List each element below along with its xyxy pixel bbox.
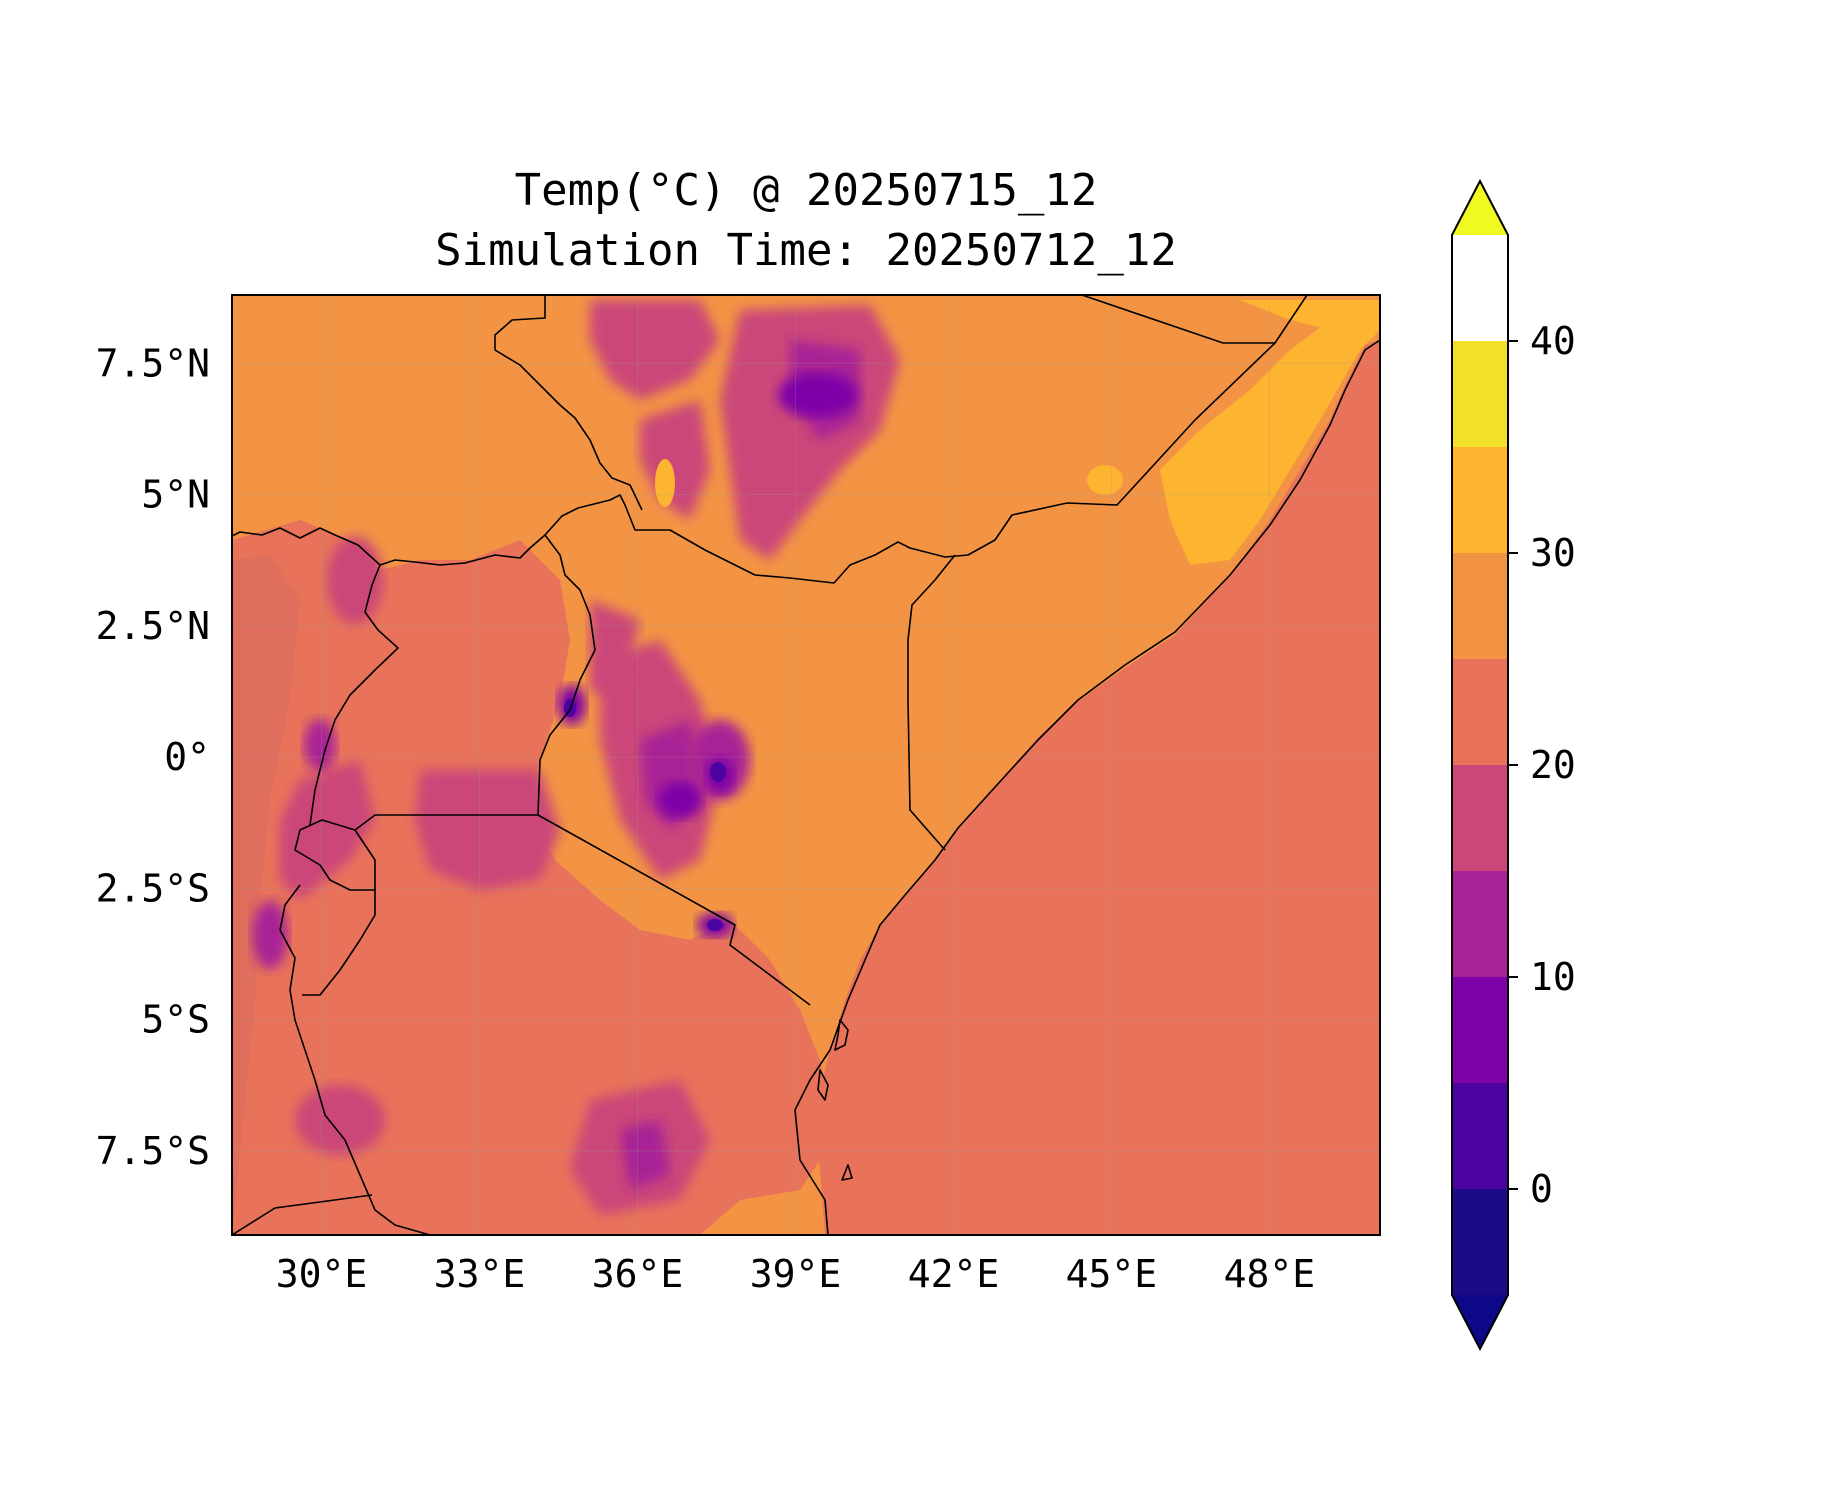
colorbar-tick-label: 40 [1530,319,1576,363]
x-tick-label: 36°E [592,1252,684,1296]
coastline [794,339,1380,1235]
hot-coastal-region [1160,300,1380,565]
y-tick-label: 2.5°S [96,866,210,910]
y-tick-label: 0° [164,735,210,779]
border-somalia-ethiopia [1081,295,1308,344]
temperature-colorbar: 0 10 20 30 40 [1451,178,1576,1352]
hot-patch-kenya [655,459,675,507]
x-tick-label: 39°E [750,1252,842,1296]
colorbar-segment [1452,871,1508,977]
border-uganda-tanzania [354,814,538,831]
hot-patch-somalia [1087,465,1123,495]
map-frame [231,294,1381,1236]
border-burundi-tanzania [302,890,376,996]
colorbar-segment [1452,1189,1508,1295]
border-kenya-tanzania [537,814,811,1006]
map-panel: 30°E 33°E 36°E 39°E 42°E 45°E 48°E 7.5°N 5°N 2.5… [96,294,1381,1296]
colorbar-segment [1452,659,1508,765]
border-zambia [232,1194,373,1235]
map-gridlines [232,295,1380,1235]
border-kenya-somalia [907,554,956,851]
colorbar-tick-label: 10 [1530,955,1576,999]
hot-northeast-strip [1240,300,1380,330]
colorbar-segment [1452,765,1508,871]
figure-title-line-2: Simulation Time: 20250712_12 [435,225,1177,276]
border-sudan-ethiopia [494,295,643,511]
colorbar-segment [1452,341,1508,447]
figure-title-line-1: Temp(°C) @ 20250715_12 [515,165,1098,216]
border-uganda-kenya [537,534,596,816]
y-tick-label: 2.5°N [96,604,210,648]
y-tick-label: 5°S [141,998,210,1042]
x-tick-label: 30°E [276,1252,368,1296]
colorbar-segment [1452,1083,1508,1189]
border-rwanda-burundi [294,819,376,891]
island-pemba [817,1069,829,1101]
x-tick-label: 33°E [434,1252,526,1296]
colorbar-tick-label: 0 [1530,1167,1553,1211]
y-tick-label: 7.5°S [96,1129,210,1173]
border-tanzania-west [279,884,431,1235]
longitude-axis: 30°E 33°E 36°E 39°E 42°E 45°E 48°E [276,1252,1315,1296]
colorbar-tick-label: 30 [1530,531,1576,575]
colorbar-segment [1452,977,1508,1083]
x-tick-label: 48°E [1224,1252,1316,1296]
colorbar-under-extension [1452,1295,1508,1349]
x-tick-label: 45°E [1066,1252,1158,1296]
y-tick-label: 5°N [141,473,210,517]
colorbar-segment [1452,553,1508,659]
colorbar-outline [1451,178,1509,1352]
latitude-axis: 7.5°N 5°N 2.5°N 0° 2.5°S 5°S 7.5°S [96,341,210,1173]
island-zanzibar [834,1019,849,1051]
x-tick-label: 42°E [908,1252,1000,1296]
colorbar-tick-label: 20 [1530,743,1576,787]
border-somalia-ethiopia-south [232,342,1276,584]
y-tick-label: 7.5°N [96,341,210,385]
border-uganda-drc [309,564,399,826]
colorbar-over-extension [1452,181,1508,235]
island-mafia [841,1164,853,1181]
colorbar-segment [1452,447,1508,553]
country-borders [232,295,1380,1235]
